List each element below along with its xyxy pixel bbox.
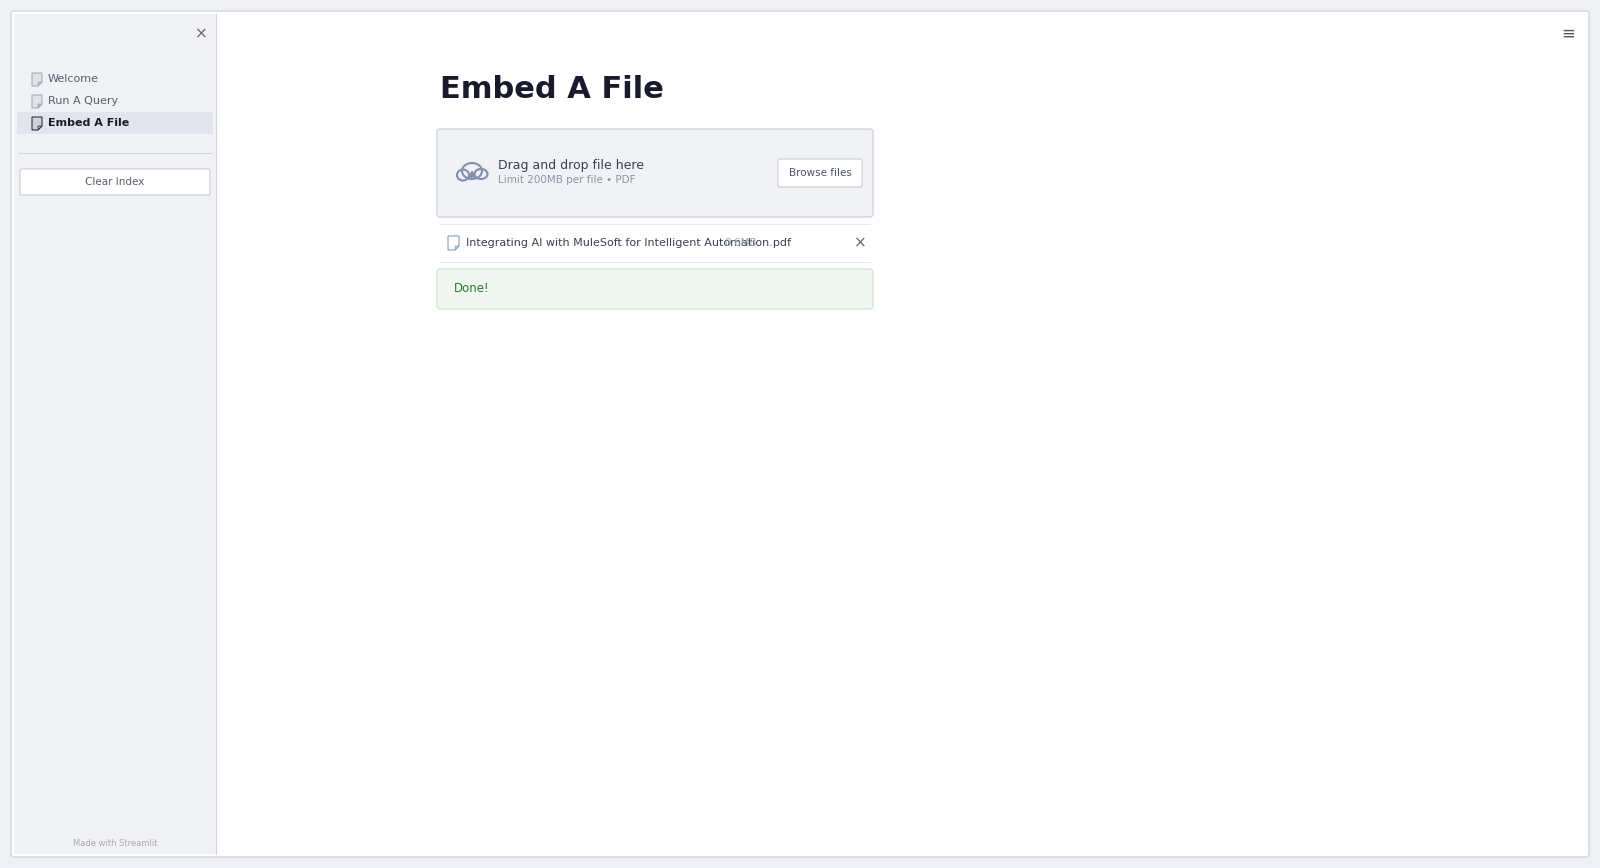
Text: ×: × xyxy=(195,27,208,42)
Text: Integrating AI with MuleSoft for Intelligent Automation.pdf: Integrating AI with MuleSoft for Intelli… xyxy=(466,238,790,248)
Text: Embed A File: Embed A File xyxy=(440,75,664,103)
FancyBboxPatch shape xyxy=(437,129,874,217)
Polygon shape xyxy=(32,95,42,108)
Text: Run A Query: Run A Query xyxy=(48,96,118,106)
Polygon shape xyxy=(38,104,42,108)
FancyBboxPatch shape xyxy=(14,14,216,854)
Text: Embed A File: Embed A File xyxy=(48,118,130,128)
Polygon shape xyxy=(448,236,459,250)
Polygon shape xyxy=(454,246,459,250)
Polygon shape xyxy=(32,117,42,130)
FancyBboxPatch shape xyxy=(19,169,210,195)
Text: Done!: Done! xyxy=(454,282,490,295)
Text: 0.6MB: 0.6MB xyxy=(723,238,757,248)
FancyBboxPatch shape xyxy=(18,112,213,134)
FancyBboxPatch shape xyxy=(11,11,1589,857)
Polygon shape xyxy=(38,82,42,86)
Text: ≡: ≡ xyxy=(1562,25,1574,43)
Text: Made with Streamlit: Made with Streamlit xyxy=(72,839,157,849)
Text: Browse files: Browse files xyxy=(789,168,851,178)
Polygon shape xyxy=(32,73,42,86)
Text: Clear Index: Clear Index xyxy=(85,177,144,187)
FancyBboxPatch shape xyxy=(437,269,874,309)
FancyBboxPatch shape xyxy=(778,159,862,187)
Text: ×: × xyxy=(854,235,866,251)
Text: Limit 200MB per file • PDF: Limit 200MB per file • PDF xyxy=(498,175,635,185)
Text: Drag and drop file here: Drag and drop file here xyxy=(498,160,643,173)
Text: Welcome: Welcome xyxy=(48,74,99,84)
Polygon shape xyxy=(38,126,42,130)
